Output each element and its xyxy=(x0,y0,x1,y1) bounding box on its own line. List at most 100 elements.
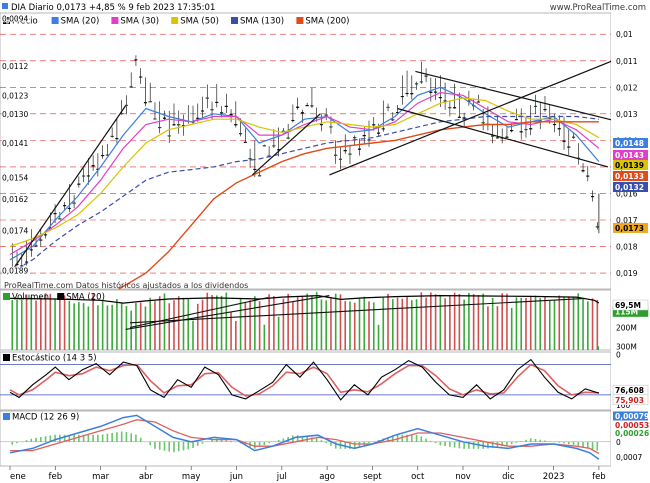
volume-bar xyxy=(292,301,294,350)
volume-bar xyxy=(529,295,532,350)
volume-bar xyxy=(97,305,99,350)
macd-histogram-bar xyxy=(491,441,494,448)
volume-bar xyxy=(582,299,584,350)
volume-bar xyxy=(25,294,28,350)
volume-bar xyxy=(239,298,242,350)
volume-bar xyxy=(206,292,209,350)
volume-bar xyxy=(444,298,446,350)
candle-down xyxy=(543,109,547,111)
macd-histogram-bar xyxy=(68,434,71,442)
macd-histogram-bar xyxy=(282,438,285,442)
volume-bar xyxy=(59,296,61,350)
price-tag xyxy=(613,222,648,233)
candle-down xyxy=(86,175,90,177)
macd-histogram-bar xyxy=(525,439,527,442)
candle-down xyxy=(405,92,409,95)
macd-histogram-bar xyxy=(211,439,213,442)
legend-swatch xyxy=(171,17,179,24)
macd-histogram-bar xyxy=(235,441,237,443)
macd-histogram-bar xyxy=(116,432,118,442)
candle-up xyxy=(338,158,343,160)
candle-up xyxy=(524,129,528,131)
volume-bar xyxy=(506,293,508,350)
macd-histogram-bar xyxy=(349,441,351,449)
candle-down xyxy=(310,105,314,107)
volume-bar xyxy=(92,293,94,350)
volume-bar xyxy=(358,298,361,350)
volume-bar xyxy=(401,298,404,350)
volume-bar xyxy=(534,295,537,350)
price-plot xyxy=(9,55,620,290)
candle-up xyxy=(262,145,266,147)
macd-panel[interactable] xyxy=(0,410,612,467)
header-bar xyxy=(0,0,650,12)
candle-down xyxy=(581,170,585,172)
left-price-label: 0,0162 xyxy=(2,195,28,204)
volume-bar xyxy=(425,297,427,350)
volume-axis-label: 300M xyxy=(616,342,637,351)
macd-histogram-bar xyxy=(225,440,228,442)
volume-bar xyxy=(544,296,546,350)
macd-histogram-bar xyxy=(25,440,28,442)
macd-histogram-bar xyxy=(463,441,465,449)
macd-histogram-bar xyxy=(420,436,423,442)
candle-down xyxy=(372,124,376,126)
macd-tag-label: 0,00053 xyxy=(615,421,649,430)
left-price-label: 0,0189 xyxy=(2,266,28,275)
candle-down xyxy=(29,249,33,251)
volume-bar xyxy=(235,321,237,350)
macd-histogram-bar xyxy=(92,434,94,442)
macd-histogram-bar xyxy=(458,441,461,449)
macd-histogram-bar xyxy=(563,441,565,444)
macd-histogram-bar xyxy=(49,435,52,442)
left-price-label: 0,0123 xyxy=(2,91,28,100)
volume-bar xyxy=(420,292,423,350)
candle-down xyxy=(443,100,447,102)
candle-up xyxy=(391,119,395,121)
price-tag xyxy=(613,160,648,170)
candle-down xyxy=(300,112,304,114)
macd-line xyxy=(9,414,600,460)
x-axis: ene feb mar abr may jun jul ago sept oct nov dic 202… xyxy=(9,466,606,482)
volume-bar xyxy=(520,297,523,350)
candle-down xyxy=(381,128,385,130)
x-axis-label: ago xyxy=(319,472,335,482)
macd-histogram-bar xyxy=(439,441,442,446)
legend-swatch xyxy=(3,413,10,420)
candle-down xyxy=(253,168,257,171)
candle-down xyxy=(495,137,499,139)
candle-down xyxy=(129,86,133,88)
volume-bar xyxy=(558,295,561,350)
volume-bar xyxy=(44,293,47,350)
candle-down xyxy=(243,141,247,143)
volume-bar xyxy=(453,292,456,350)
macd-histogram-bar xyxy=(406,434,408,442)
macd-histogram-bar xyxy=(78,434,80,442)
x-axis-label: jul xyxy=(276,472,287,482)
macd-histogram-bar xyxy=(215,438,218,442)
macd-histogram-bar xyxy=(106,433,109,442)
volume-bar xyxy=(306,293,308,350)
macd-histogram-bar xyxy=(168,441,171,452)
macd-histogram-bar xyxy=(254,441,256,449)
macd-histogram-bar xyxy=(539,439,542,442)
legend-label: SMA (30) xyxy=(120,17,159,27)
macd-axis-label: 0,0007 xyxy=(616,453,642,462)
price-note: ProRealTime.com Datos históricos ajustad… xyxy=(4,280,248,290)
x-axis-label: may xyxy=(182,472,201,482)
x-axis-label: oct xyxy=(411,472,425,482)
candle-up xyxy=(324,114,328,116)
candle-up xyxy=(415,83,419,85)
value-tag-label: 115M xyxy=(615,308,638,317)
candle-up xyxy=(148,101,152,103)
price-tag xyxy=(613,150,648,160)
price-panel[interactable] xyxy=(0,12,612,290)
volume-bar xyxy=(196,303,199,350)
candle-up xyxy=(491,135,495,137)
volume-bar xyxy=(63,295,66,350)
sma-line-50 xyxy=(9,97,600,248)
legend-label: Precio xyxy=(12,17,38,27)
candle-up xyxy=(353,137,357,139)
volume-bar xyxy=(491,297,494,350)
candle-down xyxy=(319,124,323,126)
